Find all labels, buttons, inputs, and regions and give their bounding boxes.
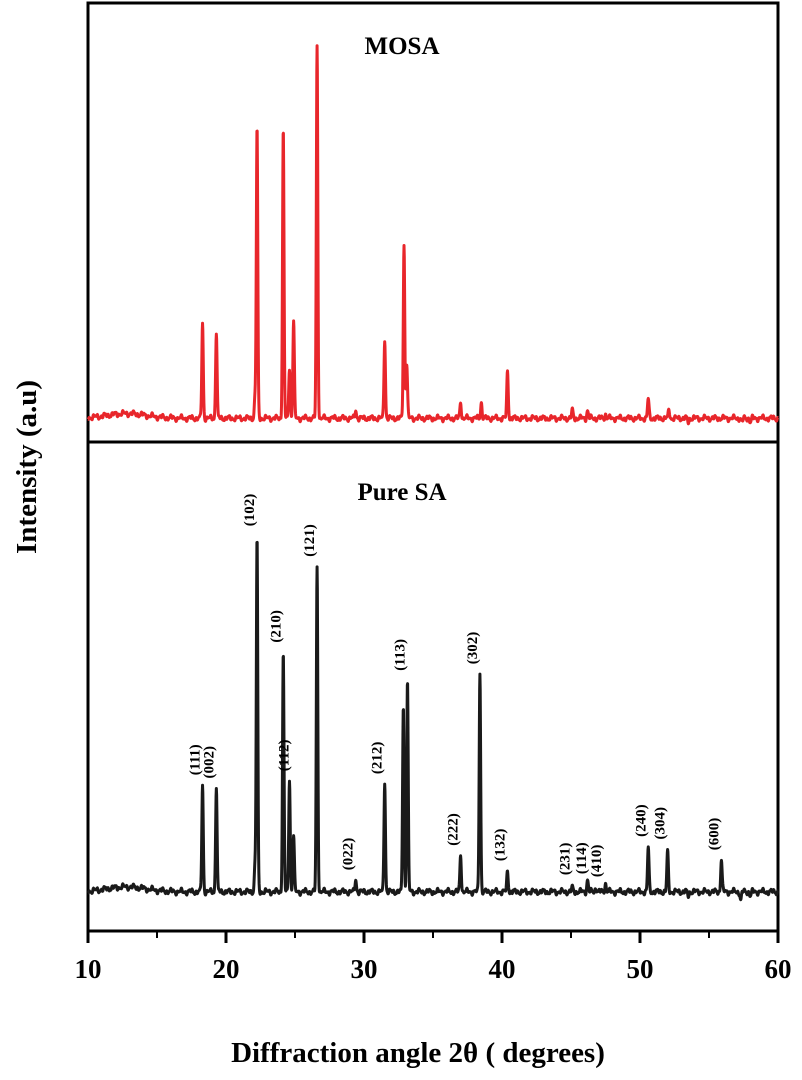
- mosa-trace: [86, 44, 780, 426]
- miller-label: (114): [574, 842, 590, 874]
- miller-label: (113): [393, 639, 409, 671]
- miller-label: (410): [589, 845, 605, 878]
- panel-title-mosa: MOSA: [365, 33, 440, 60]
- x-axis: 10 20 30 40 50 60: [75, 931, 792, 984]
- panel-mosa: MOSA: [86, 33, 780, 426]
- miller-label: (112): [277, 740, 293, 772]
- x-tick-label: 50: [627, 954, 654, 984]
- miller-label: (304): [653, 807, 669, 840]
- miller-label: (132): [493, 829, 509, 862]
- x-tick-label: 20: [213, 954, 240, 984]
- miller-label: (111): [188, 744, 204, 775]
- miller-label: (600): [706, 818, 722, 851]
- plot-area: [86, 1, 780, 933]
- x-tick-label: 40: [489, 954, 516, 984]
- miller-label: (231): [557, 843, 573, 876]
- plot-frame: [86, 1, 780, 933]
- miller-label: (102): [242, 494, 258, 527]
- miller-label: (240): [633, 804, 649, 837]
- miller-label: (212): [370, 742, 386, 775]
- miller-label: (210): [268, 610, 284, 643]
- panel-pure-sa: Pure SA (111)(002) (102) (210) (112) (121) (0…: [86, 479, 780, 902]
- miller-label: (302): [465, 632, 481, 665]
- x-axis-label: Diffraction angle 2θ ( degrees): [231, 1037, 605, 1069]
- miller-label: (121): [302, 524, 318, 557]
- pure-sa-trace: [86, 540, 780, 902]
- miller-label: (002): [201, 746, 217, 779]
- x-tick-label: 10: [75, 954, 102, 984]
- miller-label: (222): [446, 813, 462, 846]
- panel-title-pure-sa: Pure SA: [357, 479, 446, 506]
- y-axis-label: Intensity (a.u): [11, 380, 43, 554]
- x-tick-label: 30: [351, 954, 378, 984]
- miller-label: (022): [341, 838, 357, 871]
- miller-index-labels: (111)(002) (102) (210) (112) (121) (022) (212)…: [188, 494, 723, 877]
- x-tick-label: 60: [765, 954, 792, 984]
